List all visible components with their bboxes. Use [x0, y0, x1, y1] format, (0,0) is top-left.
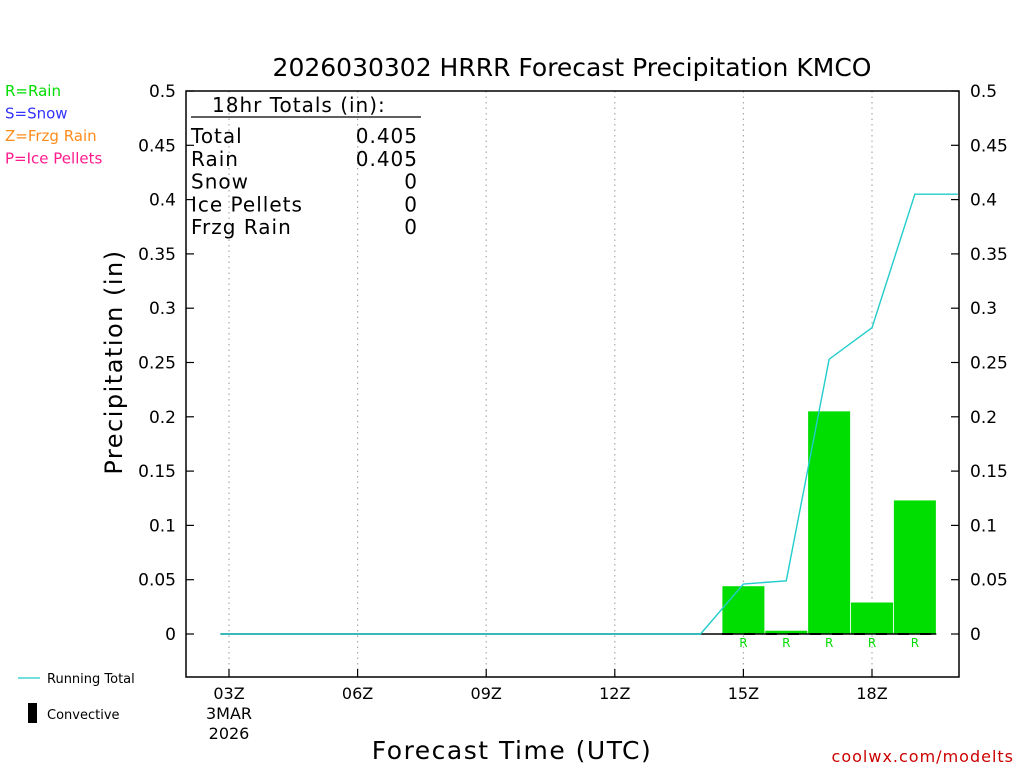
bar-series [722, 411, 936, 634]
legend-type-2: Z=Frzg Rain [5, 127, 97, 145]
totals-row-value-0: 0.405 [356, 124, 418, 148]
running-total-series [220, 193, 958, 635]
totals-row-value-4: 0 [404, 215, 418, 239]
y-tick-label-right-4: 0.2 [970, 408, 997, 428]
y-tick-label-left-6: 0.3 [149, 299, 176, 319]
bar-type-label-2: R [825, 636, 833, 650]
y-tick-label-left-4: 0.2 [149, 408, 176, 428]
plot-frame [185, 90, 960, 678]
totals-row-value-1: 0.405 [356, 147, 418, 171]
watermark: coolwx.com/modelts [832, 747, 1014, 766]
chart-title: 2026030302 HRRR Forecast Precipitation K… [273, 53, 872, 82]
y-tick-label-left-3: 0.15 [138, 462, 176, 482]
y-tick-label-right-6: 0.3 [970, 299, 997, 319]
y-tick-label-right-0: 0 [970, 625, 981, 645]
bar-1 [765, 630, 808, 634]
totals-header: 18hr Totals (in): [212, 93, 386, 117]
bar-type-label-0: R [739, 636, 747, 650]
x-tick-label-15Z: 15Z [728, 684, 759, 703]
running-total-legend-label: Running Total [47, 672, 135, 687]
bar-2 [808, 411, 851, 634]
y-tick-label-left-0: 0 [165, 625, 176, 645]
y-tick-label-right-7: 0.35 [970, 245, 1008, 265]
totals-box: 18hr Totals (in): Total 0.405 Rain 0.405 Sno… [190, 93, 421, 239]
x-tick-label-12Z: 12Z [599, 684, 630, 703]
y-tick-label-right-3: 0.15 [970, 462, 1008, 482]
totals-row-value-2: 0 [404, 170, 418, 194]
convective-legend-swatch [28, 703, 37, 723]
y-tick-label-right-1: 0.05 [970, 571, 1008, 591]
x-tick-label-09Z: 09Z [471, 684, 502, 703]
x-tick-label-06Z: 06Z [342, 684, 373, 703]
legend-type-3: P=Ice Pellets [5, 150, 102, 168]
totals-row-label-4: Frzg Rain [191, 215, 292, 239]
bar-0 [722, 586, 765, 634]
running-total-line [220, 193, 958, 635]
totals-row-label-3: Ice Pellets [191, 192, 303, 216]
precip-type-legend: R=Rain S=Snow Z=Frzg Rain P=Ice Pellets [5, 82, 102, 168]
bar-3 [850, 602, 894, 634]
y-axis-label: Precipitation (in) [100, 249, 128, 474]
x-tick-label-18Z: 18Z [856, 684, 887, 703]
y-tick-label-right-10: 0.5 [970, 82, 997, 102]
y-tick-label-left-1: 0.05 [138, 571, 176, 591]
x-axis-label: Forecast Time (UTC) [372, 736, 652, 765]
totals-row-value-3: 0 [404, 192, 418, 216]
vertical-grid [228, 91, 873, 677]
y-tick-label-left-10: 0.5 [149, 82, 176, 102]
x-tick-date-0: 3MAR [206, 704, 252, 723]
totals-row-label-0: Total [190, 124, 243, 148]
y-tick-label-left-7: 0.35 [138, 245, 176, 265]
y-tick-label-right-9: 0.45 [970, 136, 1008, 156]
bar-4 [893, 500, 936, 634]
bar-type-label-4: R [911, 636, 919, 650]
bar-type-label-1: R [782, 636, 790, 650]
y-tick-label-left-5: 0.25 [138, 354, 176, 374]
bar-type-label-3: R [868, 636, 876, 650]
y-axis-left: 0 0.05 0.1 0.15 0.2 0.25 0.3 0.35 0.4 0.45 0.5 [138, 82, 194, 645]
y-tick-label-left-2: 0.1 [149, 516, 176, 536]
y-tick-label-left-9: 0.45 [138, 136, 176, 156]
legend-type-1: S=Snow [5, 105, 68, 123]
totals-row-label-1: Rain [191, 147, 239, 171]
y-tick-label-left-8: 0.4 [149, 191, 176, 211]
legend-type-0: R=Rain [5, 82, 61, 100]
convective-legend-label: Convective [47, 708, 120, 723]
y-tick-label-right-5: 0.25 [970, 354, 1008, 374]
y-tick-label-right-2: 0.1 [970, 516, 997, 536]
y-axis-right: 0 0.05 0.1 0.15 0.2 0.25 0.3 0.35 0.4 0.45 0.5 [951, 82, 1008, 645]
x-tick-label-03Z: 03Z [213, 684, 244, 703]
x-tick-date-1: 2026 [209, 724, 250, 743]
totals-row-label-2: Snow [191, 170, 249, 194]
y-tick-label-right-8: 0.4 [970, 191, 997, 211]
